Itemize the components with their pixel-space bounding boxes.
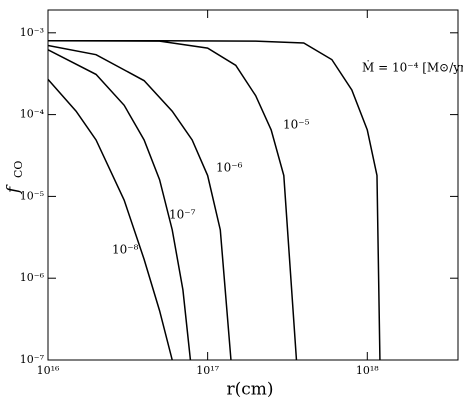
y-tick-label: 10⁻⁵ [20,189,44,202]
line [48,39,298,360]
series-label: Ṁ = 10⁻⁴ [M⊙/yr] [362,60,463,75]
x-tick-label: 10¹⁸ [356,364,379,377]
line [48,49,192,360]
y-label-main: f [4,184,24,195]
series-label: 10⁻⁷ [169,208,196,222]
series-label: 10⁻⁸ [112,243,139,257]
y-tick-label: 10⁻⁶ [20,271,45,284]
plot-frame [47,9,459,361]
y-axis-label: f CO [4,161,26,196]
line [48,39,381,360]
y-tick-label: 10⁻⁷ [20,353,45,366]
x-tick-label: 10¹⁶ [37,364,60,377]
y-label-sub: CO [12,161,25,178]
y-tick-label: 10⁻⁴ [20,108,45,121]
x-tick-label: 10¹⁷ [196,364,219,377]
x-axis-label: r(cm) [226,380,273,400]
line [48,78,173,360]
series-label: 10⁻⁶ [216,161,243,175]
line [48,44,232,360]
y-tick-label: 10⁻³ [20,26,44,39]
series-label: 10⁻⁵ [283,118,310,132]
